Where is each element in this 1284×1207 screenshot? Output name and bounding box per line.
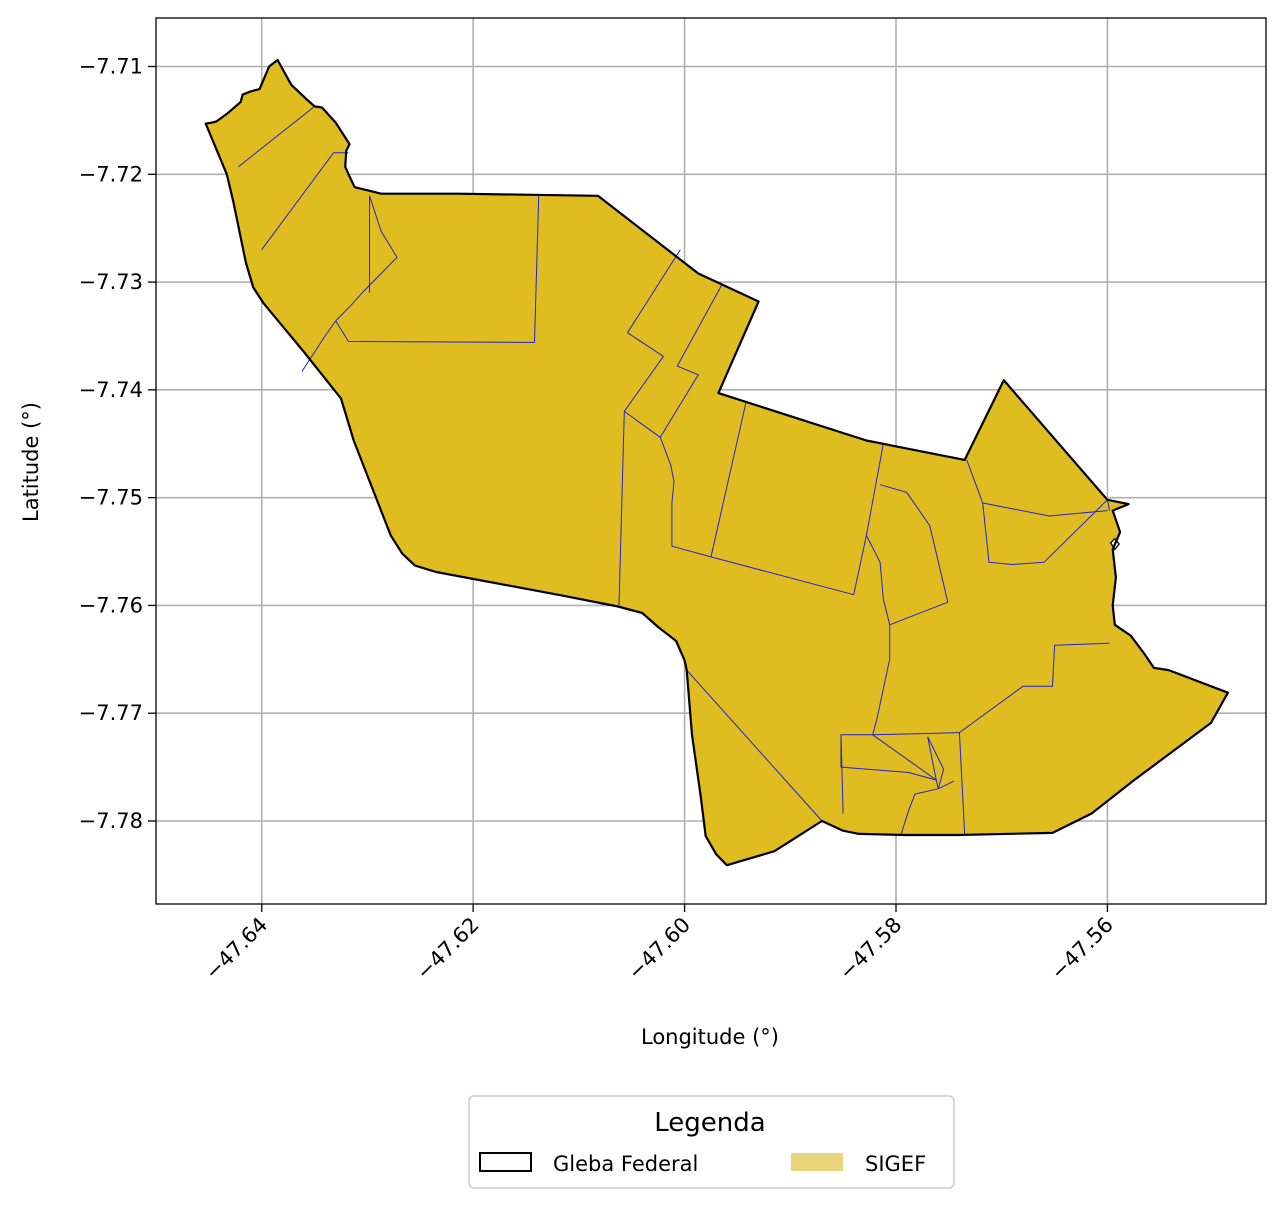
x-axis-ticks: −47.64 −47.62 −47.60 −47.58 −47.56 xyxy=(200,904,1118,984)
x-axis-label: Longitude (°) xyxy=(641,1025,779,1049)
legend: Legenda Gleba Federal SIGEF xyxy=(468,1095,955,1189)
y-tick-label-0: −7.71 xyxy=(79,55,143,79)
x-tick-label-2: −47.60 xyxy=(623,913,695,985)
y-axis-ticks: −7.71 −7.72 −7.73 −7.74 −7.75 −7.76 −7.77 −7.78 xyxy=(79,55,156,833)
parcel-boundary-21 xyxy=(938,780,955,790)
parcel-boundary-20 xyxy=(927,736,945,789)
y-tick-label-2: −7.73 xyxy=(79,270,143,294)
y-tick-label-5: −7.76 xyxy=(79,593,143,617)
parcel-boundary-16 xyxy=(686,669,823,822)
x-tick-label-4: −47.56 xyxy=(1046,913,1118,985)
legend-label-gleba: Gleba Federal xyxy=(553,1152,698,1176)
legend-label-sigef: SIGEF xyxy=(865,1152,926,1176)
y-tick-label-1: −7.72 xyxy=(79,162,143,186)
parcel-boundary-9 xyxy=(659,285,723,438)
parcel-boundary-18 xyxy=(958,732,966,836)
parcel-boundary-0 xyxy=(238,106,315,168)
parcel-boundary-11 xyxy=(879,484,949,626)
legend-swatch-gleba xyxy=(479,1152,532,1172)
legend-title: Legenda xyxy=(654,1108,765,1138)
parcel-boundary-3 xyxy=(335,195,540,343)
x-tick-label-0: −47.64 xyxy=(200,913,272,985)
parcel-boundary-4 xyxy=(361,195,398,294)
x-tick-label-3: −47.58 xyxy=(835,913,907,985)
parcel-boundary-1 xyxy=(261,152,349,250)
parcel-boundary-6 xyxy=(618,249,681,606)
parcel-boundary-7 xyxy=(624,410,884,596)
y-axis-label: Latitude (°) xyxy=(19,402,43,522)
parcel-boundary-13 xyxy=(982,499,1108,565)
y-tick-label-4: −7.75 xyxy=(79,486,143,510)
y-tick-label-3: −7.74 xyxy=(79,378,143,402)
parcel-boundary-17 xyxy=(840,736,937,781)
parcel-boundary-19 xyxy=(872,734,939,835)
y-tick-label-7: −7.78 xyxy=(79,809,143,833)
plot-frame xyxy=(155,17,1267,905)
gleba-federal-boundary xyxy=(204,58,1230,867)
parcel-boundary-14 xyxy=(1106,499,1110,511)
parcel-boundary-8 xyxy=(710,402,747,558)
parcel-boundary-12 xyxy=(966,459,1108,517)
legend-swatch-sigef xyxy=(791,1153,843,1171)
sigef-parcels-fill xyxy=(205,60,1228,866)
map-shapes xyxy=(204,58,1230,867)
y-tick-label-6: −7.77 xyxy=(79,701,143,725)
x-tick-label-1: −47.62 xyxy=(412,913,484,985)
